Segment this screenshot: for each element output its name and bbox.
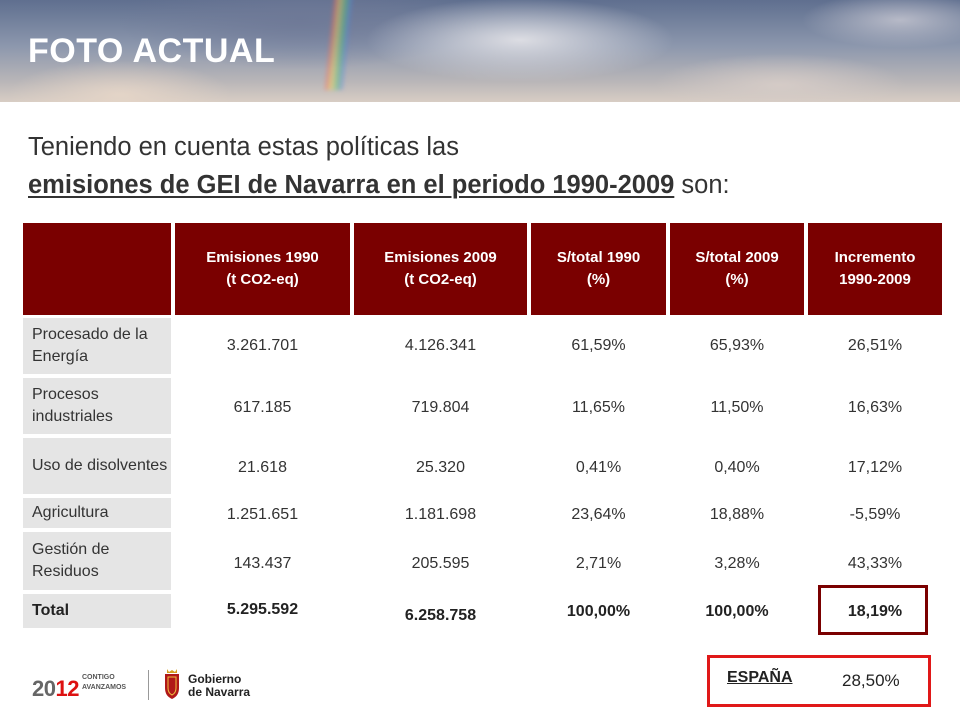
table-cell: 3,28%	[714, 555, 760, 572]
table-header-cell: S/total 2009 (%)	[670, 223, 804, 315]
table-cell: 3.261.701	[226, 337, 299, 354]
table-header-cell: S/total 1990 (%)	[531, 223, 666, 315]
intro-text: Teniendo en cuenta estas políticas las e…	[28, 128, 938, 204]
row-label: Procesos industriales	[23, 378, 171, 434]
row-label: Uso de disolventes	[23, 438, 171, 494]
gov-line-1: Gobierno	[188, 672, 242, 686]
table-cell: 65,93%	[709, 337, 765, 354]
government-logo: Gobierno de Navarra	[188, 673, 250, 699]
intro-line-1: Teniendo en cuenta estas políticas las	[28, 133, 459, 161]
table-header-cell: Emisiones 1990 (t CO2-eq)	[175, 223, 350, 315]
table-cell: 17,12%	[847, 459, 903, 476]
table-cell: 617.185	[233, 399, 292, 416]
spain-label: ESPAÑA	[727, 669, 793, 686]
table-header-corner	[23, 223, 171, 315]
rainbow-decoration	[324, 0, 354, 90]
year-logo: 2012	[32, 676, 79, 702]
table-header-cell: Incremento 1990-2009	[808, 223, 942, 315]
table-cell: 205.595	[411, 555, 470, 572]
slogan-line-2: AVANZAMOS	[82, 684, 127, 691]
spain-box	[707, 655, 931, 707]
table-cell-total: 5.295.592	[226, 601, 299, 618]
intro-emphasis: emisiones de GEI de Navarra en el period…	[28, 171, 675, 199]
table-cell-total: 100,00%	[566, 603, 631, 620]
table-cell: 719.804	[411, 399, 470, 416]
year-suffix: 12	[55, 676, 79, 701]
table-cell: 143.437	[233, 555, 292, 572]
row-label: Gestión de Residuos	[23, 532, 171, 590]
intro-line-2: emisiones de GEI de Navarra en el period…	[28, 166, 938, 204]
table-cell: 11,65%	[571, 399, 626, 416]
intro-suffix: son:	[674, 171, 730, 199]
year-prefix: 20	[32, 676, 56, 701]
table-cell: 43,33%	[847, 555, 903, 572]
table-cell: 16,63%	[847, 399, 903, 416]
slogan-line-1: CONTIGO	[82, 674, 115, 681]
table-cell: 23,64%	[571, 506, 626, 523]
table-cell: 11,50%	[710, 399, 764, 416]
row-label-total: Total	[23, 594, 171, 628]
table-cell: 2,71%	[575, 555, 622, 572]
table-cell: -5,59%	[849, 506, 901, 523]
table-cell: 26,51%	[847, 337, 903, 354]
table-cell: 1.181.698	[404, 506, 477, 523]
row-label: Procesado de la Energía	[23, 318, 171, 374]
table-cell: 21.618	[238, 459, 287, 476]
table-cell-total: 6.258.758	[404, 607, 477, 624]
row-label: Agricultura	[23, 498, 171, 528]
table-cell: 61,59%	[571, 337, 626, 354]
table-cell: 25.320	[416, 459, 465, 476]
header-banner: FOTO ACTUAL	[0, 0, 960, 102]
navarra-shield-icon	[165, 669, 179, 699]
spain-value: 28,50%	[842, 671, 900, 690]
slogan-logo: CONTIGO AVANZAMOS	[82, 673, 126, 693]
logo-divider	[148, 670, 149, 700]
page-title: FOTO ACTUAL	[28, 32, 276, 70]
total-increment-highlight	[818, 585, 928, 635]
table-cell-total: 18,19%	[847, 603, 903, 620]
gov-line-2: de Navarra	[188, 685, 251, 699]
table-header-cell: Emisiones 2009 (t CO2-eq)	[354, 223, 527, 315]
table-cell: 0,41%	[575, 459, 622, 476]
table-cell: 4.126.341	[404, 337, 477, 354]
table-cell-total: 100,00%	[705, 603, 769, 620]
table-cell: 18,88%	[709, 506, 765, 523]
table-cell: 1.251.651	[226, 506, 299, 523]
table-cell: 0,40%	[714, 459, 760, 476]
